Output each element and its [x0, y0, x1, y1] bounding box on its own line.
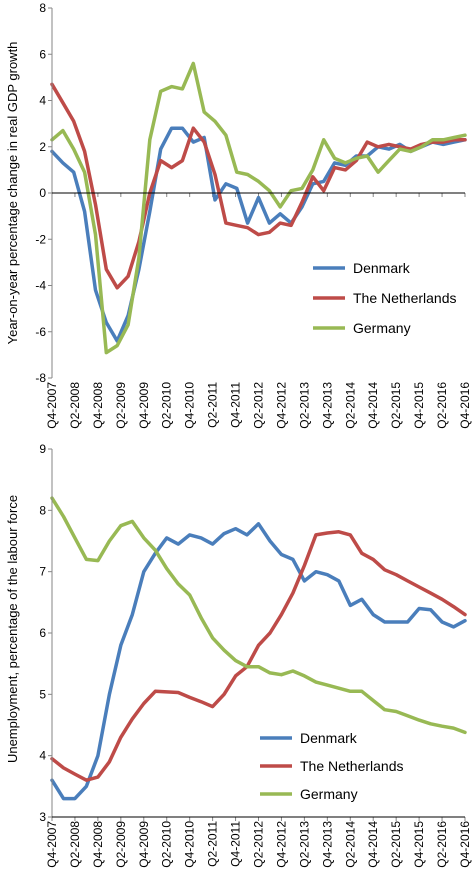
gdp-x-tick-label: Q2-2015	[389, 382, 403, 429]
unemployment-series-line-denmark	[50, 522, 467, 801]
unemployment-x-tick-label: Q4-2010	[183, 821, 197, 868]
unemployment-legend-label: Denmark	[300, 730, 358, 746]
unemployment-legend-label: The Netherlands	[300, 758, 404, 774]
gdp-x-tick-label: Q2-2009	[114, 382, 128, 429]
gdp-growth-chart: Year-on-year percentage change in real G…	[5, 1, 472, 429]
gdp-x-tick-label: Q4-2007	[45, 382, 59, 429]
gdp-x-tick-label: Q2-2010	[160, 382, 174, 429]
unemployment-y-tick-label: 9	[39, 442, 46, 456]
gdp-y-tick-label: -8	[35, 371, 46, 385]
unemployment-legend-label: Germany	[300, 786, 358, 802]
unemployment-x-tick-label: Q2-2016	[435, 821, 449, 868]
gdp-x-tick-label: Q4-2012	[274, 382, 288, 429]
gdp-chart-series-lines	[50, 61, 467, 355]
gdp-x-tick-label: Q2-2012	[252, 382, 266, 429]
unemployment-y-tick-label: 5	[39, 687, 46, 701]
unemployment-x-tick-label: Q2-2012	[252, 821, 266, 868]
gdp-x-tick-label: Q2-2011	[206, 382, 220, 428]
unemployment-chart-y-ticks: 9 8 7 6 5 4 3	[39, 442, 52, 824]
unemployment-x-tick-label: Q4-2011	[229, 821, 243, 867]
unemployment-x-tick-label: Q2-2013	[297, 821, 311, 868]
gdp-y-tick-label: 6	[39, 47, 46, 61]
gdp-x-tick-label: Q4-2016	[458, 382, 472, 429]
gdp-x-tick-label: Q4-2009	[137, 382, 151, 429]
gdp-x-tick-label: Q4-2008	[91, 382, 105, 429]
unemployment-chart-series-lines	[50, 496, 467, 801]
unemployment-y-tick-label: 8	[39, 503, 46, 517]
gdp-y-tick-label: -6	[35, 325, 46, 339]
gdp-chart-y-axis-label: Year-on-year percentage change in real G…	[5, 42, 20, 345]
unemployment-x-tick-label: Q2-2011	[206, 821, 220, 867]
gdp-x-tick-label: Q4-2014	[366, 382, 380, 429]
unemployment-y-tick-label: 3	[39, 810, 46, 824]
gdp-chart-x-ticks: Q4-2007 Q2-2008 Q4-2008 Q2-2009 Q4-2009 Q2-20…	[45, 193, 472, 429]
gdp-series-line-germany	[50, 61, 467, 355]
unemployment-x-tick-label: Q4-2015	[412, 821, 426, 868]
gdp-y-tick-label: -2	[35, 232, 46, 246]
unemployment-chart-y-axis-label: Unemployment, percentage of the labour f…	[5, 495, 20, 763]
gdp-y-tick-label: 2	[39, 140, 46, 154]
gdp-x-tick-label: Q4-2010	[183, 382, 197, 429]
gdp-y-tick-label: -4	[35, 279, 46, 293]
gdp-chart-y-ticks: 8 6 4 2 0 -2 -4 -6 -8	[35, 1, 52, 385]
gdp-x-tick-label: Q2-2013	[297, 382, 311, 429]
unemployment-x-tick-label: Q4-2009	[137, 821, 151, 868]
unemployment-x-tick-label: Q2-2009	[114, 821, 128, 868]
gdp-chart-axes	[51, 8, 465, 378]
unemployment-chart-legend: Denmark The Netherlands Germany	[260, 730, 404, 802]
gdp-x-tick-label: Q2-2008	[68, 382, 82, 429]
unemployment-x-tick-label: Q4-2012	[274, 821, 288, 868]
unemployment-x-tick-label: Q4-2016	[458, 821, 472, 868]
gdp-y-tick-label: 4	[39, 94, 46, 108]
unemployment-y-tick-label: 7	[39, 565, 46, 579]
unemployment-x-tick-label: Q2-2008	[68, 821, 82, 868]
unemployment-series-line-germany	[50, 496, 467, 735]
unemployment-x-tick-label: Q2-2015	[389, 821, 403, 868]
gdp-x-tick-label: Q2-2014	[343, 382, 357, 429]
gdp-legend-label: The Netherlands	[353, 290, 457, 306]
unemployment-x-tick-label: Q2-2010	[160, 821, 174, 868]
unemployment-series-line-the-netherlands	[50, 530, 467, 782]
unemployment-x-tick-label: Q4-2007	[45, 821, 59, 868]
unemployment-x-tick-label: Q4-2013	[320, 821, 334, 868]
unemployment-y-tick-label: 4	[39, 749, 46, 763]
gdp-x-tick-label: Q4-2011	[229, 382, 243, 428]
gdp-series-line-the-netherlands	[50, 82, 467, 290]
unemployment-chart-x-ticks: Q4-2007 Q2-2008 Q4-2008 Q2-2009 Q4-2009 Q2-20…	[45, 817, 472, 868]
gdp-x-tick-label: Q4-2015	[412, 382, 426, 429]
unemployment-y-tick-label: 6	[39, 626, 46, 640]
unemployment-chart: Unemployment, percentage of the labour f…	[5, 442, 472, 868]
unemployment-x-tick-label: Q4-2008	[91, 821, 105, 868]
gdp-y-tick-label: 0	[39, 186, 46, 200]
gdp-legend-label: Germany	[353, 320, 411, 336]
gdp-legend-label: Denmark	[353, 260, 411, 276]
unemployment-chart-axes	[51, 449, 465, 818]
gdp-chart-legend: Denmark The Netherlands Germany	[313, 260, 457, 336]
unemployment-x-tick-label: Q4-2014	[366, 821, 380, 868]
gdp-x-tick-label: Q2-2016	[435, 382, 449, 429]
gdp-x-tick-label: Q4-2013	[320, 382, 334, 429]
unemployment-x-tick-label: Q2-2014	[343, 821, 357, 868]
gdp-y-tick-label: 8	[39, 1, 46, 15]
